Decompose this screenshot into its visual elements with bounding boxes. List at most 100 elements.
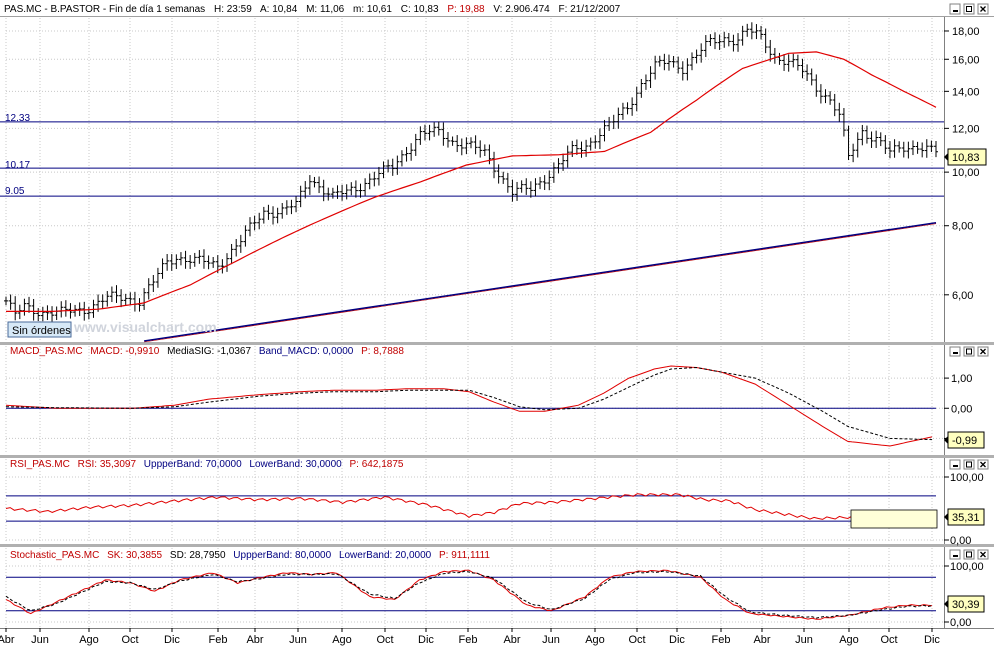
macd-band-label: Band_MACD: 0,0000 [259,346,354,357]
macd-value-tag: -0,99 [944,431,985,449]
panel-separator[interactable] [0,342,994,345]
axis-ticks-layer: Abr Jun Ago Oct Dic Feb Abr Jun Ago Oct Dic Feb Abr J… [0,26,984,646]
x-tick-label: Feb [712,634,731,646]
price-header-bar [0,0,994,17]
macd-y-tick-label: 0,00 [951,403,972,415]
sin-ordenes-button[interactable]: Sin órdenes [7,321,72,338]
stoch-sd-label: SD: 28,7950 [170,550,226,561]
stoch-value-text: 30,39 [952,599,980,611]
rsi-y-tick-label: 100,00 [950,472,984,484]
minimize-icon[interactable] [949,459,961,470]
x-tick-label: Oct [628,634,645,646]
price-high: M: 11,06 [306,4,345,15]
price-close: C: 10,83 [401,4,439,15]
x-tick-label: Abr [0,634,15,646]
rsi-value-tag: 35,31 [944,508,985,526]
rsi-value-text: 35,31 [952,512,980,524]
stoch-sk-line [5,569,933,620]
x-tick-label: Feb [209,634,228,646]
x-tick-label: Ago [585,634,605,646]
price-low: m: 10,61 [353,4,392,15]
price-title: PAS.MC - B.PASTOR - Fin de día 1 semanas… [4,4,621,15]
price-y-tick-label: 18,00 [952,26,980,38]
x-tick-label: Jun [795,634,813,646]
maximize-icon[interactable] [963,549,975,560]
rsi-rsi-line [5,493,933,521]
macd-signal-line [6,366,933,441]
trend-line-shadow [144,223,937,343]
x-tick-label: Dic [924,634,940,646]
price-y-tick-label: 8,00 [952,221,973,233]
hline-label-12-33: 12.33 [5,113,30,124]
price-y-tick-label: 14,00 [952,86,980,98]
stoch-value-tag: 30,39 [944,595,985,613]
price-bars-layer [4,22,938,323]
rsi-window-controls [949,459,989,470]
x-tick-label: Jun [289,634,307,646]
price-p: P: 19,88 [447,4,485,15]
price-volume: V: 2.906.474 [493,4,550,15]
price-symbol: PAS.MC - B.PASTOR - Fin de día 1 semanas [4,4,205,15]
price-date: F: 21/12/2007 [558,4,620,15]
rsi-value-label: RSI: 35,3097 [78,459,137,470]
stoch-sd-line [5,570,933,619]
rsi-title: RSI_PAS.MC RSI: 35,3097 UppperBand: 70,0… [10,459,404,470]
panel-separator[interactable] [0,544,994,547]
x-tick-label: Oct [376,634,393,646]
x-tick-label: Ago [79,634,99,646]
rsi-upper-label: UppperBand: 70,0000 [144,459,242,470]
close-icon[interactable] [977,346,989,357]
macd-window-controls [949,346,989,357]
stoch-title: Stochastic_PAS.MC SK: 30,3855 SD: 28,795… [10,550,490,561]
rsi-highlight-box [850,509,938,529]
hline-label-10-17: 10.17 [5,160,30,171]
panel-separator[interactable] [0,455,994,458]
minimize-icon[interactable] [949,346,961,357]
price-open: A: 10,84 [260,4,298,15]
macd-value-text: -0,99 [952,435,977,447]
band-lines-layer [0,121,944,612]
rsi-y-tick-label: 0,00 [950,535,971,547]
minimize-icon[interactable] [949,549,961,560]
stoch-y-tick-label: 100,00 [950,561,984,573]
maximize-icon[interactable] [963,346,975,357]
hline-label-9-05: 9.05 [5,186,25,197]
close-icon[interactable] [977,3,989,15]
macd-y-tick-label: 1,00 [951,373,972,385]
close-icon[interactable] [977,549,989,560]
macd-signal-label: MediaSIG: -1,0367 [167,346,251,357]
macd-title: MACD_PAS.MC MACD: -0,9910 MediaSIG: -1,0… [10,346,404,357]
x-tick-label: Abr [753,634,770,646]
sin-ordenes-label: Sin órdenes [12,325,71,337]
stoch-name: Stochastic_PAS.MC [10,550,99,561]
maximize-icon[interactable] [963,459,975,470]
price-h: H: 23:59 [214,4,252,15]
macd-name: MACD_PAS.MC [10,346,83,357]
price-y-tick-label: 16,00 [952,54,980,66]
maximize-icon[interactable] [963,3,975,15]
stoch-y-tick-label: 0,00 [950,617,971,629]
stoch-upper-label: UppperBand: 80,0000 [233,550,331,561]
stoch-lower-label: LowerBand: 20,0000 [339,550,432,561]
rsi-lower-label: LowerBand: 30,0000 [249,459,342,470]
x-tick-label: Jun [542,634,560,646]
x-tick-label: Abr [503,634,520,646]
price-value-text: 10,83 [952,152,980,164]
macd-value-label: MACD: -0,9910 [90,346,159,357]
trend-line [144,221,937,342]
minimize-icon[interactable] [949,3,961,15]
x-tick-label: Dic [164,634,180,646]
close-icon[interactable] [977,459,989,470]
x-tick-label: Jun [31,634,49,646]
watermark-text: www.visualchart.com [73,319,217,335]
rsi-p-label: P: 642,1875 [350,459,404,470]
x-tick-label: Dic [418,634,434,646]
price-value-tag: 10,83 [944,148,987,166]
x-tick-label: Feb [459,634,478,646]
price-y-tick-label: 6,00 [952,290,973,302]
stoch-sk-label: SK: 30,3855 [107,550,162,561]
moving-average-line [6,51,937,312]
x-tick-label: Ago [332,634,352,646]
